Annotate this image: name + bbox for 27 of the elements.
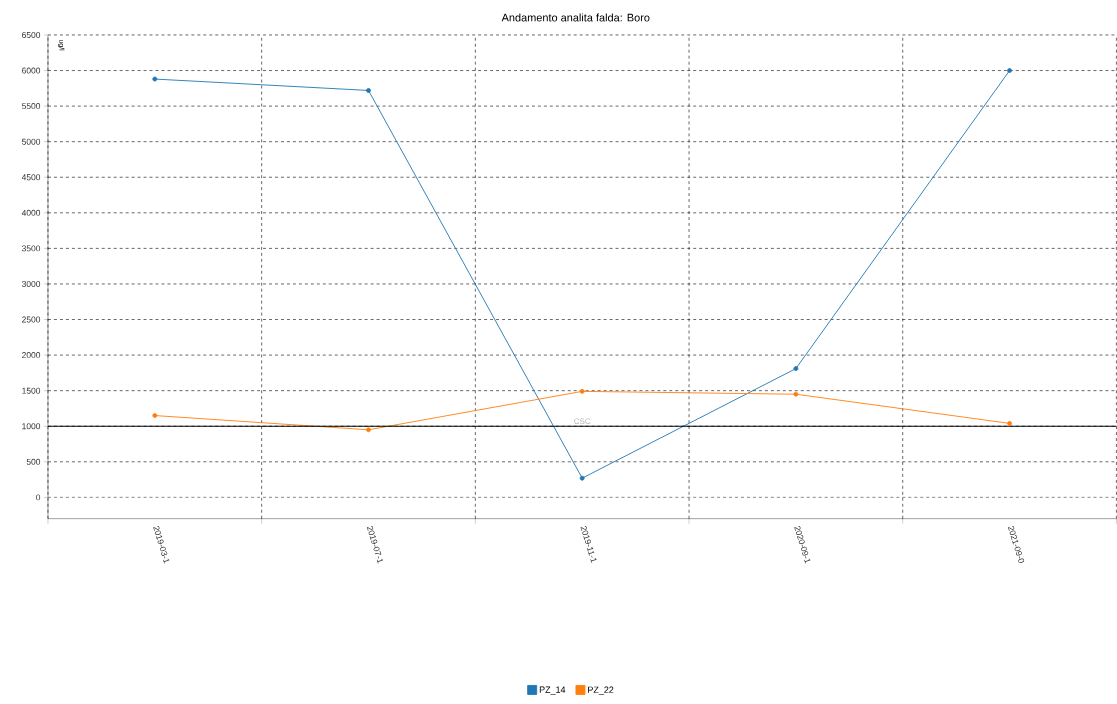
point [579,389,585,395]
y-tick-label: 2000 [22,352,41,359]
point [579,475,585,481]
point [793,391,799,397]
y-tick-label: 3500 [21,245,41,252]
y-tick-label: 3000 [21,281,41,288]
point [152,413,158,419]
legend-label: PZ_14 [539,686,566,695]
chart-title: Andamento analita falda: Boro [501,13,650,22]
point [793,366,799,372]
y-tick-label: 6000 [22,67,41,74]
legend-label: PZ_22 [588,686,614,695]
point [366,427,371,433]
point [1007,421,1013,427]
y-tick-label: 4000 [21,210,41,216]
point [152,76,158,82]
y-tick-label: 5000 [21,138,41,145]
y-tick-label: 2500 [22,316,41,323]
y-tick-label: 1000 [22,423,41,430]
y-tick-label: 1500 [22,387,41,394]
y-tick-label: 500 [26,459,41,465]
y-tick-label: 4500 [21,174,41,181]
point [366,88,371,94]
y-tick-label: 6500 [22,32,41,39]
y-tick-label: 0 [36,494,41,501]
y-tick-label: 5500 [21,103,41,110]
point [1007,68,1013,74]
